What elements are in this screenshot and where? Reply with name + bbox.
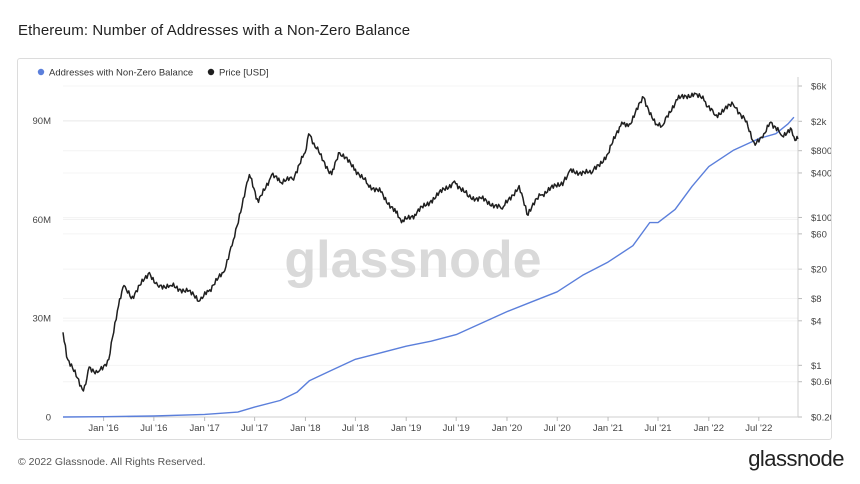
y-left-tick-label: 60M	[33, 215, 52, 226]
x-tick-label: Jul '20	[544, 423, 571, 434]
y-right-tick-label: $60	[811, 229, 827, 240]
y-right-tick-label: $800	[811, 146, 831, 157]
x-tick-label: Jan '21	[593, 423, 623, 434]
watermark: glassnode	[284, 231, 541, 289]
x-tick-label: Jan '19	[391, 423, 421, 434]
legend-label-addresses: Addresses with Non-Zero Balance	[49, 68, 193, 79]
x-tick-label: Jul '21	[644, 423, 671, 434]
chart-axes: 0 30M 60M 90M $6k $2k $800 $400 $100 $60 $20 $8 $4 $1…	[33, 77, 831, 434]
x-tick-label: Jul '22	[745, 423, 772, 434]
chart-series	[62, 92, 799, 418]
chart-grid	[63, 85, 798, 418]
x-tick-label: Jan '20	[492, 423, 522, 434]
y-right-tick-label: $4	[811, 316, 822, 327]
y-right-tick-label: $1	[811, 361, 822, 372]
y-right-tick-label: $100	[811, 213, 831, 224]
y-right-tick-label: $400	[811, 168, 831, 179]
legend-marker-price	[207, 68, 215, 76]
y-left-tick-label: 0	[46, 413, 51, 424]
brand-logo: glassnode	[748, 446, 844, 471]
legend-label-price: Price [USD]	[219, 68, 269, 79]
x-tick-label: Jul '19	[443, 423, 470, 434]
x-tick-label: Jul '18	[342, 423, 369, 434]
y-right-tick-label: $20	[811, 265, 827, 276]
page-title: Ethereum: Number of Addresses with a Non…	[18, 22, 411, 39]
y-left-tick-label: 90M	[33, 116, 52, 127]
chart-panel: glassnode Addresses with Non-Zero Balanc…	[17, 58, 832, 440]
x-tick-label: Jul '16	[140, 423, 167, 434]
y-right-tick-label: $2k	[811, 117, 827, 128]
y-right-tick-label: $0.20	[811, 413, 831, 424]
x-tick-label: Jul '17	[241, 423, 268, 434]
y-right-tick-label: $8	[811, 294, 822, 305]
series-line-addresses	[62, 116, 795, 418]
x-tick-label: Jan '17	[189, 423, 219, 434]
series-line-price	[62, 92, 799, 392]
legend-marker-addresses	[37, 68, 45, 76]
x-tick-label: Jan '18	[290, 423, 320, 434]
x-tick-label: Jan '22	[694, 423, 724, 434]
x-tick-label: Jan '16	[88, 423, 118, 434]
chart-legend: Addresses with Non-Zero Balance Price [U…	[37, 68, 269, 79]
chart-svg: glassnode Addresses with Non-Zero Balanc…	[33, 68, 831, 435]
copyright-notice: © 2022 Glassnode. All Rights Reserved.	[18, 456, 206, 468]
y-right-tick-label: $6k	[811, 82, 827, 93]
y-right-tick-label: $0.60	[811, 377, 831, 388]
y-left-tick-label: 30M	[33, 314, 52, 325]
